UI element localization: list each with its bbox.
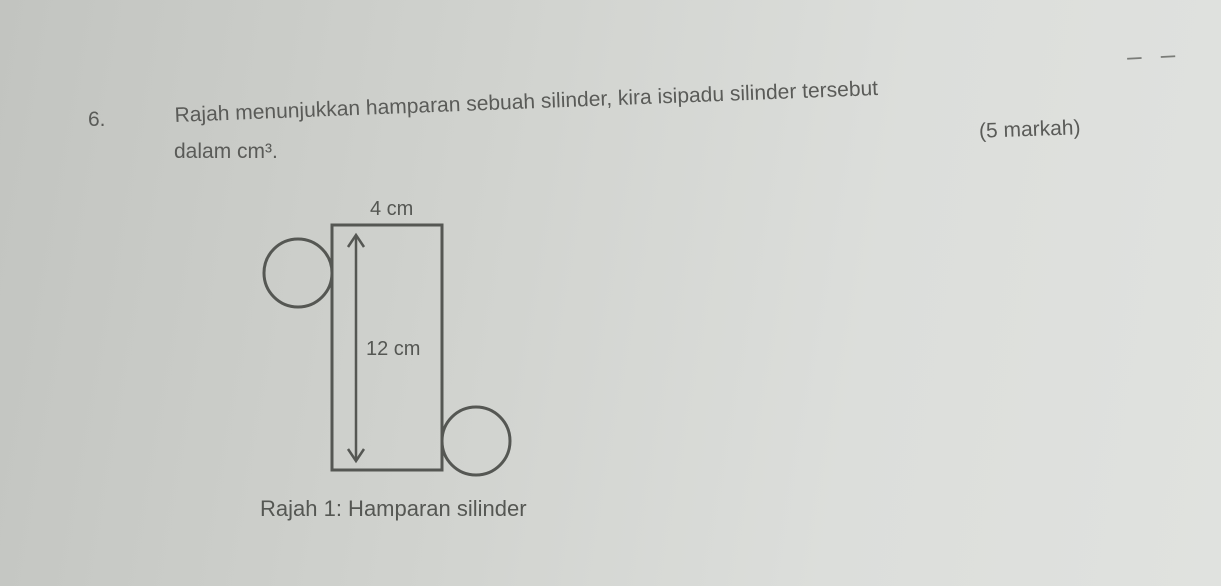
question-text-line2: dalam cm³. [174,140,278,164]
height-label: 12 cm [366,338,420,360]
diagram-svg: 4 cm 12 cm [230,195,530,495]
width-label: 4 cm [370,198,413,220]
question-text-line1: Rajah menunjukkan hamparan sebuah silind… [174,69,995,132]
cylinder-net-diagram: 4 cm 12 cm [230,195,530,495]
bottom-circle [442,407,510,475]
question-marks: (5 markah) [979,116,1081,144]
diagram-caption: Rajah 1: Hamparan silinder [260,496,527,522]
page-decor-dashes: – – [1126,39,1182,73]
question-number: 6. [88,108,106,132]
top-circle [264,239,332,307]
exam-page: – – 6. Rajah menunjukkan hamparan sebuah… [0,0,1221,586]
